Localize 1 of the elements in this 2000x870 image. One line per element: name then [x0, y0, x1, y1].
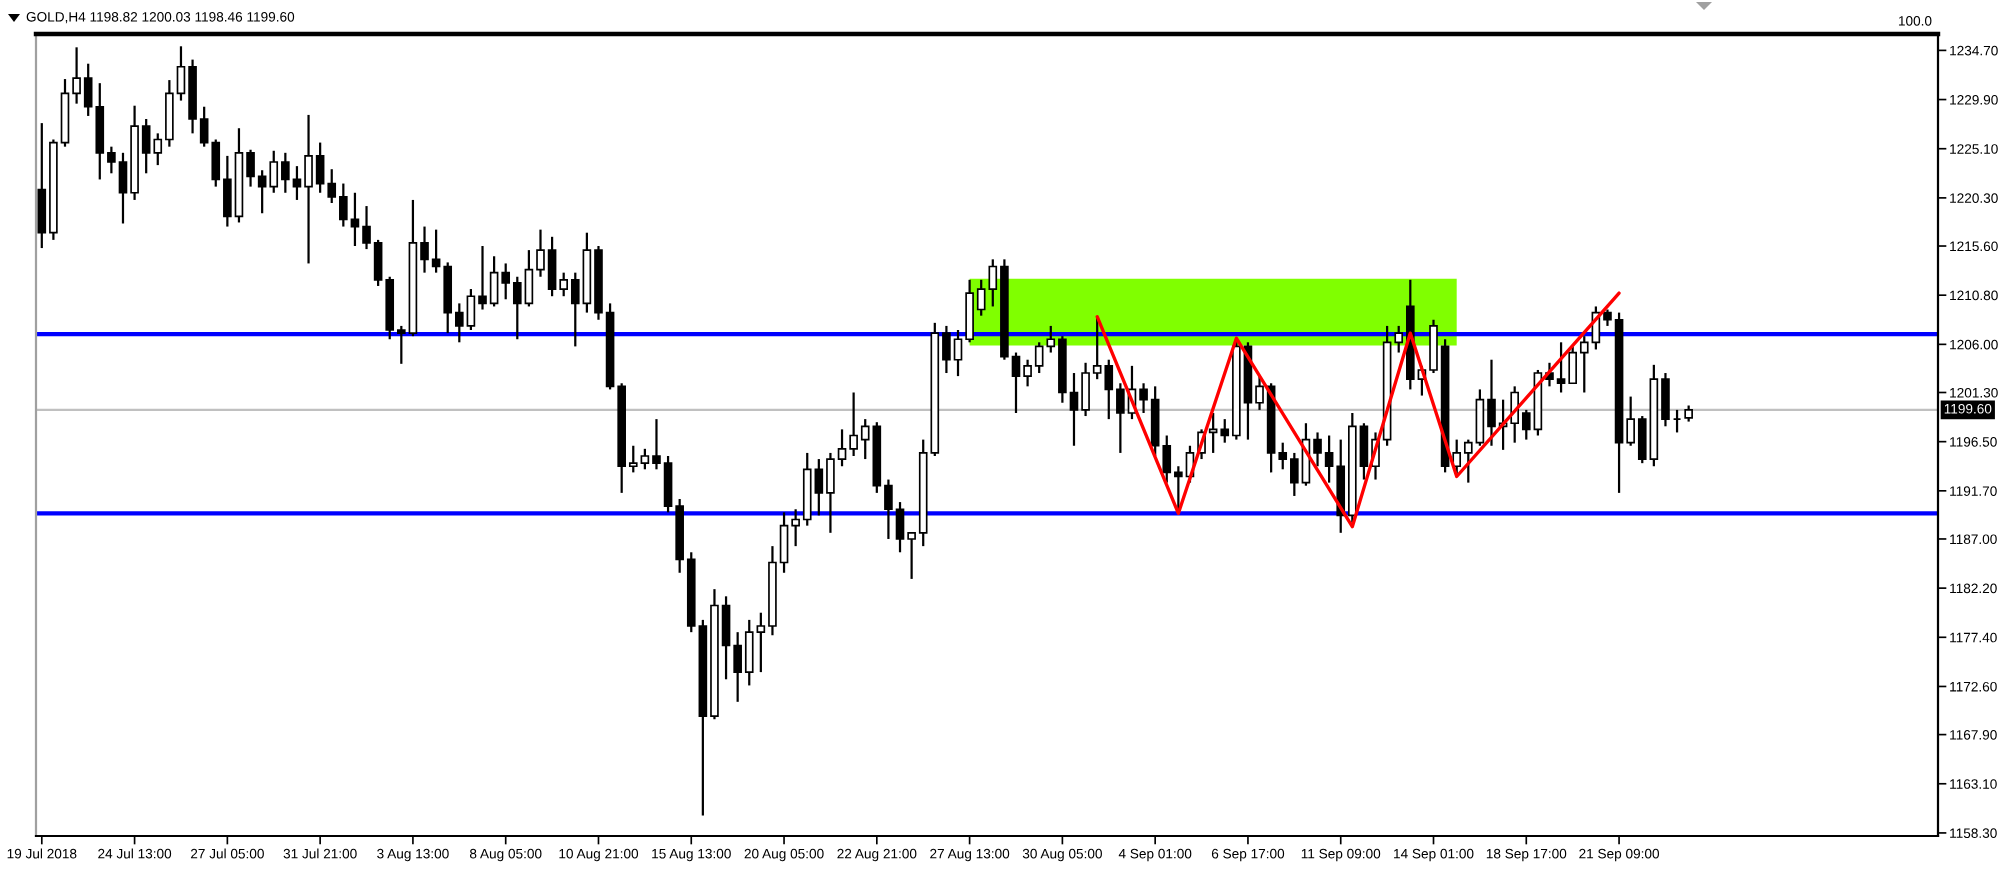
line-series: [1095, 291, 1621, 529]
